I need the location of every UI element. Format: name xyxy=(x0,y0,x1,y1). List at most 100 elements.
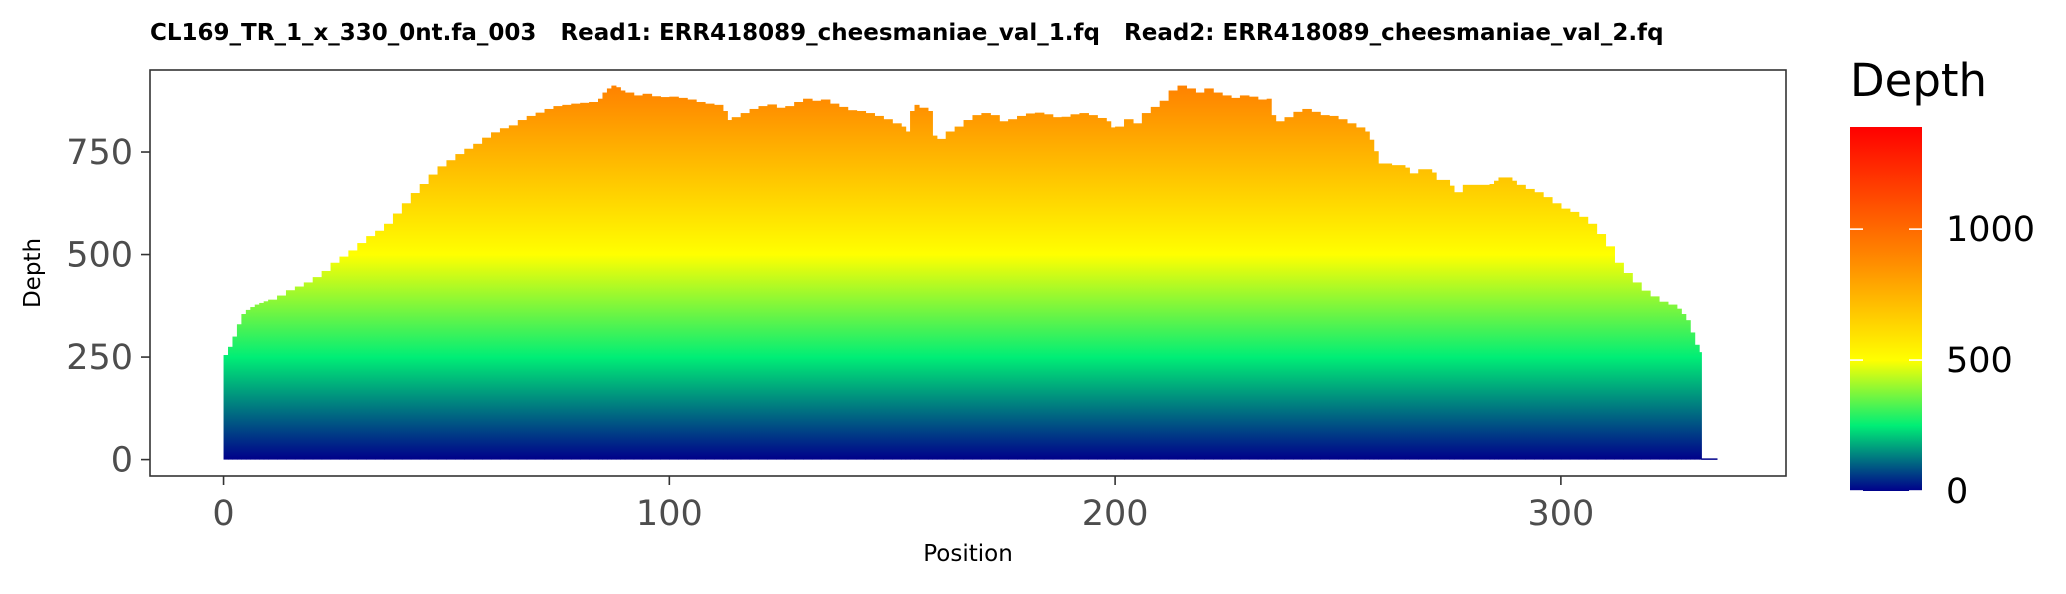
depth-bar xyxy=(847,110,858,460)
depth-bar xyxy=(428,174,439,460)
legend-tick-label: 1000 xyxy=(1946,210,2035,250)
depth-bar xyxy=(660,97,670,460)
depth-bar xyxy=(696,101,706,460)
depth-bar xyxy=(1034,112,1045,460)
depth-bar xyxy=(1302,108,1312,460)
depth-bar xyxy=(1369,139,1375,460)
depth-bar xyxy=(1271,115,1277,460)
depth-bar xyxy=(1239,95,1250,460)
depth-bar xyxy=(589,101,599,460)
depth-bar xyxy=(1632,282,1642,460)
depth-bar xyxy=(1560,208,1571,460)
depth-bar xyxy=(945,131,956,460)
depth-bar xyxy=(713,104,724,460)
depth-bar xyxy=(1311,111,1321,460)
depth-bar xyxy=(1017,115,1027,460)
depth-bar xyxy=(1516,184,1526,460)
depth-bar xyxy=(357,243,367,460)
depth-bar xyxy=(803,98,813,460)
depth-bar xyxy=(722,111,728,460)
depth-bar xyxy=(366,236,376,460)
depth-bar xyxy=(820,99,831,460)
depth-bar xyxy=(1364,131,1370,460)
depth-bar xyxy=(1658,301,1669,460)
depth-bar xyxy=(1025,113,1036,460)
depth-bar xyxy=(905,131,911,460)
depth-bar xyxy=(1168,90,1179,460)
depth-bar xyxy=(1578,216,1589,460)
depth-bar xyxy=(1681,314,1687,460)
x-tick-label: 100 xyxy=(636,494,703,534)
depth-bar xyxy=(1293,111,1303,460)
depth-bar xyxy=(651,96,662,460)
depth-bar xyxy=(1378,163,1393,460)
depth-bar xyxy=(829,103,840,460)
depth-bar xyxy=(562,104,572,460)
depth-bar xyxy=(1525,188,1535,460)
depth-bar xyxy=(1690,332,1696,460)
depth-bar xyxy=(392,213,403,460)
depth-bar xyxy=(312,277,323,460)
depth-bar xyxy=(330,262,341,460)
x-axis-title: Position xyxy=(923,541,1013,567)
depth-bar xyxy=(1070,114,1081,460)
depth-bar xyxy=(1213,92,1223,460)
depth-legend: Depth 0 500 1000 xyxy=(1850,54,2035,512)
depth-bar xyxy=(303,282,314,460)
depth-bar xyxy=(1337,119,1348,460)
depth-bar xyxy=(437,166,448,460)
depth-bar xyxy=(598,98,604,460)
depth-bar xyxy=(1231,97,1241,460)
depth-bar xyxy=(1266,98,1272,460)
depth-bar xyxy=(602,92,608,460)
depth-bar xyxy=(1494,180,1500,460)
depth-bar xyxy=(250,307,256,460)
depth-bar xyxy=(1596,234,1607,460)
y-axis: 0 250 500 750 xyxy=(66,133,150,481)
depth-bar xyxy=(1141,113,1152,460)
depth-bar xyxy=(1650,296,1660,460)
depth-bar xyxy=(1543,197,1553,460)
depth-bar xyxy=(1177,85,1188,460)
depth-bar xyxy=(491,132,501,460)
depth-bar xyxy=(1431,172,1437,460)
depth-bar xyxy=(1449,185,1455,460)
depth-bar xyxy=(669,96,679,460)
depth-bar xyxy=(375,230,385,460)
depth-bar xyxy=(914,104,920,460)
depth-bar xyxy=(704,103,715,460)
depth-bar xyxy=(1462,184,1491,460)
depth-bar xyxy=(758,106,769,460)
depth-bar xyxy=(1694,344,1700,460)
depth-bar xyxy=(228,346,234,460)
plot-title: CL169_TR_1_x_330_0nt.fa_003 Read1: ERR41… xyxy=(150,20,1664,46)
depth-bar xyxy=(1534,192,1544,460)
depth-bar xyxy=(1284,117,1295,460)
depth-bar xyxy=(901,126,907,460)
depth-bar xyxy=(633,95,644,460)
depth-bar xyxy=(277,295,287,460)
depth-bar xyxy=(1489,184,1495,460)
depth-bar xyxy=(236,324,242,460)
depth-bar xyxy=(526,115,537,460)
depth-bar xyxy=(1551,203,1562,460)
depth-bar xyxy=(1204,88,1214,460)
depth-bar xyxy=(1346,123,1357,460)
depth-bar xyxy=(1132,123,1143,460)
depth-bar xyxy=(464,148,474,460)
depth-bar xyxy=(865,113,875,460)
depth-bar xyxy=(624,92,635,460)
depth-bar xyxy=(1676,308,1682,460)
depth-bar xyxy=(1115,126,1125,460)
depth-bar xyxy=(384,223,394,460)
depth-bar xyxy=(1511,180,1517,460)
depth-bar xyxy=(1079,113,1089,460)
depth-bar xyxy=(1329,115,1339,460)
x-tick-label: 0 xyxy=(212,494,234,534)
legend-ticks: 0 500 1000 xyxy=(1850,210,2035,512)
depth-bar xyxy=(294,286,305,460)
depth-bar xyxy=(1614,262,1624,460)
depth-bar xyxy=(1222,95,1232,460)
